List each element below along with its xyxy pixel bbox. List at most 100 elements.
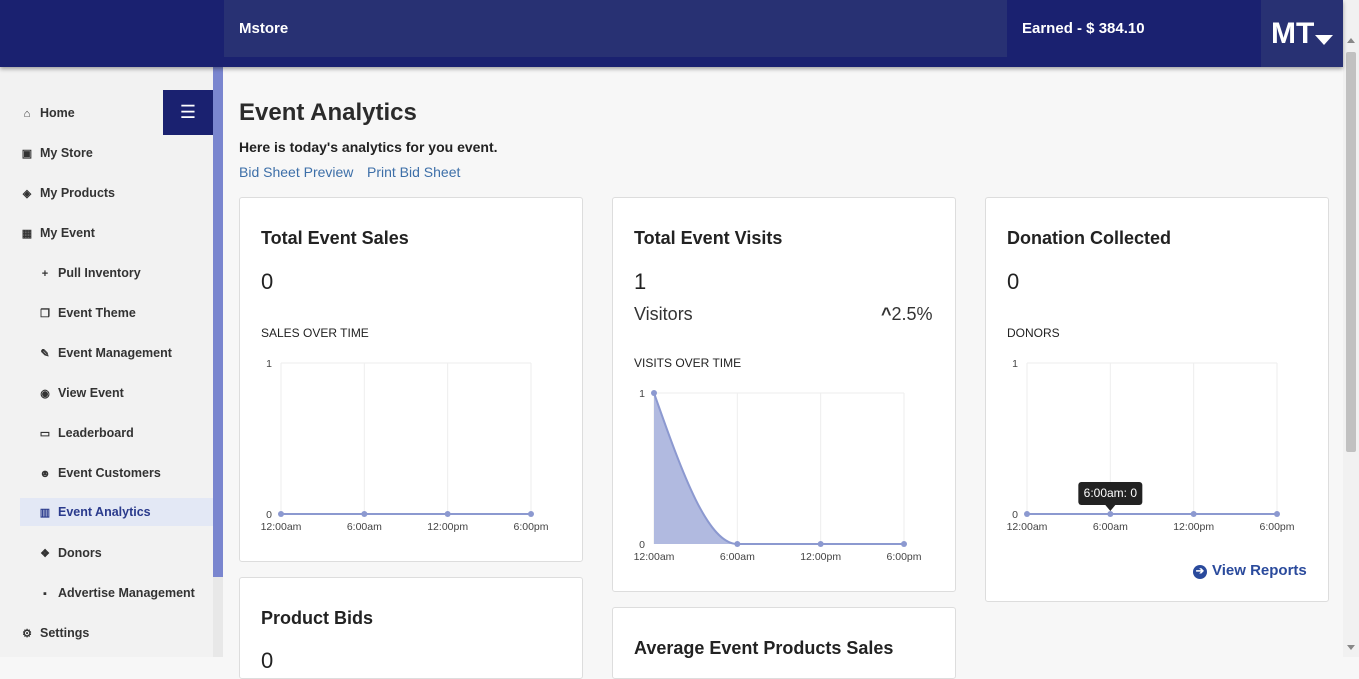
- print-bid-sheet-link[interactable]: Print Bid Sheet: [367, 164, 461, 180]
- bid-sheet-preview-link[interactable]: Bid Sheet Preview: [239, 164, 354, 180]
- scrollbar-thumb[interactable]: [1346, 52, 1356, 452]
- calendar-icon: ▦: [21, 228, 33, 240]
- earned-amount: Earned - $ 384.10: [1022, 20, 1145, 37]
- change-value: 2.5%: [891, 304, 933, 324]
- card-title: Total Event Visits: [634, 228, 783, 248]
- series-line: [653, 392, 904, 545]
- tooltip-box: [1078, 482, 1143, 505]
- x-tick-label: 12:00am: [1007, 521, 1048, 533]
- tooltip-arrow: [1105, 505, 1116, 511]
- x-tick-label: 6:00pm: [886, 551, 921, 563]
- data-point[interactable]: [817, 541, 824, 547]
- data-point[interactable]: [278, 511, 284, 517]
- sidebar-item-event-analytics[interactable]: ▥ Event Analytics: [20, 498, 213, 526]
- sidebar-item-label: Settings: [40, 626, 90, 640]
- y-tick-label: 0: [639, 539, 645, 551]
- y-tick-label: 0: [1012, 509, 1018, 521]
- arrow-circle-right-icon: ➔: [1193, 565, 1207, 579]
- data-point[interactable]: [1190, 511, 1197, 517]
- sidebar-item-label: Home: [40, 106, 75, 120]
- scroll-down-arrow-icon[interactable]: [1347, 645, 1355, 650]
- chart-label: SALES OVER TIME: [261, 326, 369, 340]
- plus-icon: +: [41, 268, 49, 280]
- sidebar-item-event-management[interactable]: ✎ Event Management: [38, 339, 172, 367]
- sidebar-item-label: My Products: [40, 186, 116, 200]
- data-point[interactable]: [1024, 511, 1030, 517]
- home-icon: ⌂: [23, 108, 31, 120]
- view-reports-link[interactable]: ➔ View Reports: [1193, 562, 1307, 579]
- visits-change: ^2.5%: [881, 304, 933, 325]
- x-tick-label: 6:00pm: [513, 521, 548, 533]
- gear-icon: ⚙: [22, 628, 32, 640]
- sidebar-item-label: Event Theme: [58, 306, 136, 320]
- chart-icon: ▥: [39, 507, 51, 519]
- top-bar: Mstore Earned - $ 384.10 MT: [0, 0, 1343, 67]
- scroll-up-arrow-icon[interactable]: [1347, 38, 1355, 43]
- card-value: 0: [261, 648, 274, 673]
- user-initials: MT: [1271, 17, 1315, 50]
- donation-card: Donation Collected 0 DONORS 0 1 12:00am 6:0…: [985, 197, 1329, 602]
- card-title: Donation Collected: [1007, 228, 1172, 248]
- data-point[interactable]: [651, 390, 657, 396]
- sidebar-accent-bar: [213, 67, 223, 577]
- data-point[interactable]: [901, 541, 907, 547]
- sidebar-item-my-products[interactable]: ◈ My Products: [20, 179, 115, 207]
- chalkboard-icon: ▭: [39, 428, 51, 440]
- view-reports-label: View Reports: [1212, 562, 1307, 579]
- sidebar-item-advertise-management[interactable]: ▪ Advertise Management: [38, 579, 195, 607]
- data-point[interactable]: [1274, 511, 1280, 517]
- user-menu[interactable]: MT: [1261, 0, 1343, 67]
- visits-card: Total Event Visits 1 Visitors ^2.5% VISI…: [612, 197, 956, 592]
- page-subtitle: Here is today's analytics for you event.: [239, 139, 498, 155]
- eye-icon: ◉: [40, 388, 50, 400]
- caret-up-icon: ^: [881, 304, 892, 324]
- sidebar-item-leaderboard[interactable]: ▭ Leaderboard: [38, 419, 134, 447]
- sidebar-item-event-theme[interactable]: ❐ Event Theme: [38, 299, 136, 327]
- average-sales-card: Average Event Products Sales: [612, 607, 956, 679]
- sidebar-item-pull-inventory[interactable]: + Pull Inventory: [38, 259, 141, 287]
- sidebar-item-home[interactable]: ⌂ Home: [20, 99, 75, 127]
- x-tick-label: 6:00am: [720, 551, 755, 563]
- tooltip-text: 6:00am: 0: [1084, 486, 1138, 500]
- card-value: 0: [1007, 269, 1020, 294]
- sidebar-item-label: Donors: [58, 546, 102, 560]
- caret-down-icon: [1315, 35, 1333, 45]
- sales-card: Total Event Sales 0 SALES OVER TIME 0 1 12…: [239, 197, 583, 562]
- sidebar-item-label: My Event: [40, 226, 95, 240]
- tooltip: 6:00am: 0: [1078, 482, 1143, 511]
- y-tick-label: 0: [266, 509, 272, 521]
- data-point[interactable]: [734, 541, 741, 547]
- sidebar: [0, 67, 213, 657]
- sidebar-item-settings[interactable]: ⚙ Settings: [20, 619, 89, 647]
- hamburger-icon: ☰: [179, 102, 197, 122]
- y-tick-label: 1: [266, 358, 272, 370]
- chart-label: DONORS: [1007, 326, 1060, 340]
- data-point[interactable]: [528, 511, 534, 517]
- donate-icon: ❖: [40, 548, 50, 560]
- edit-icon: ✎: [40, 348, 50, 360]
- users-icon: ☻: [39, 468, 51, 480]
- x-tick-label: 12:00pm: [800, 551, 841, 563]
- sidebar-item-label: Event Analytics: [58, 505, 151, 519]
- sidebar-item-view-event[interactable]: ◉ View Event: [38, 379, 124, 407]
- card-title: Product Bids: [261, 608, 374, 628]
- sidebar-item-my-store[interactable]: ▣ My Store: [20, 139, 93, 167]
- x-tick-label: 6:00am: [347, 521, 382, 533]
- card-title: Total Event Sales: [261, 228, 409, 248]
- layers-icon: ◈: [22, 188, 32, 200]
- x-tick-label: 12:00am: [634, 551, 675, 563]
- data-point[interactable]: [444, 511, 451, 517]
- sidebar-accent-bar-lower: [213, 577, 223, 657]
- sidebar-item-donors[interactable]: ❖ Donors: [38, 539, 102, 567]
- area-fill: [654, 393, 904, 544]
- sidebar-item-label: Advertise Management: [58, 586, 195, 600]
- store-name: Mstore: [239, 20, 289, 37]
- sidebar-item-label: View Event: [58, 386, 124, 400]
- sidebar-item-label: Event Customers: [58, 466, 161, 480]
- data-point[interactable]: [361, 511, 368, 517]
- chart-label: VISITS OVER TIME: [634, 356, 742, 370]
- data-point[interactable]: [1107, 511, 1114, 517]
- menu-toggle-button[interactable]: ☰: [163, 90, 213, 135]
- sidebar-item-event-customers[interactable]: ☻ Event Customers: [38, 459, 161, 487]
- sidebar-item-my-event[interactable]: ▦ My Event: [20, 219, 95, 247]
